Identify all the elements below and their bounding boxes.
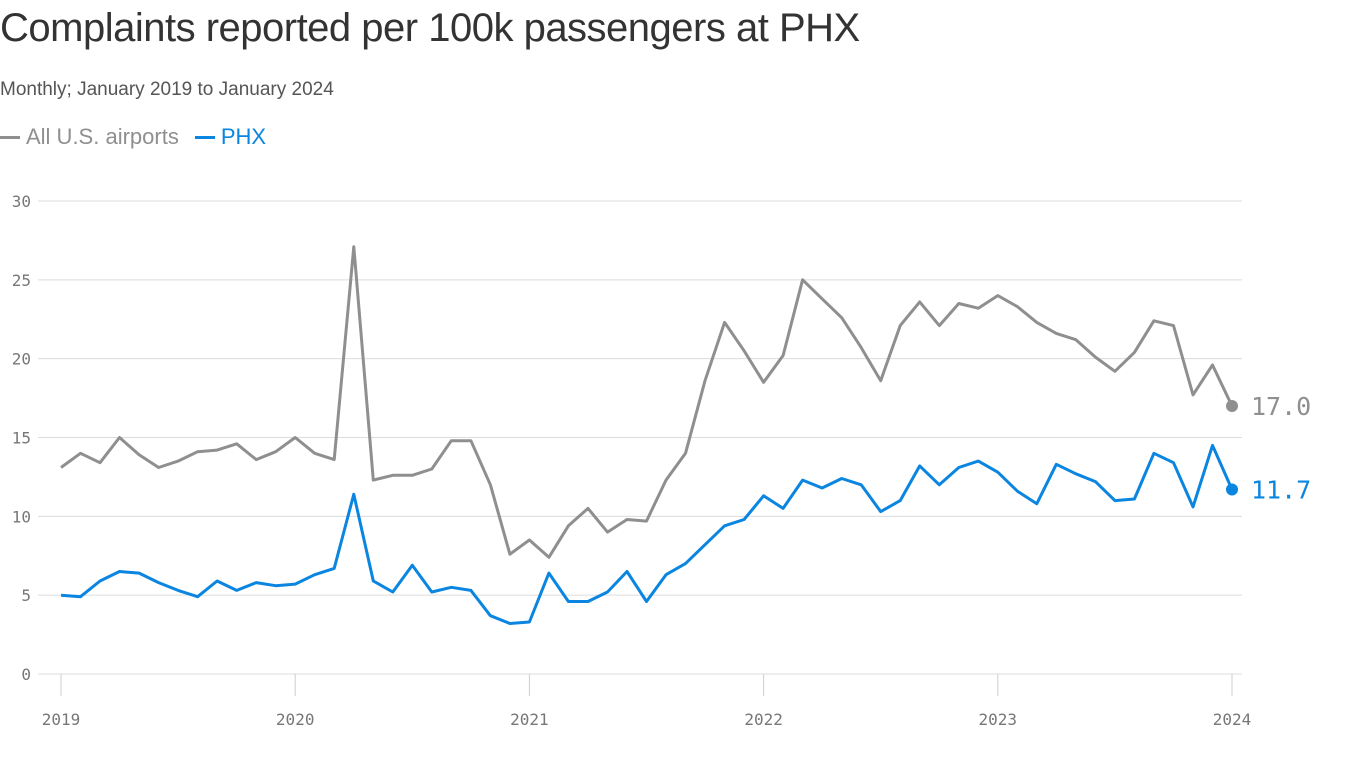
y-tick-label: 0 bbox=[21, 665, 31, 684]
chart-subtitle: Monthly; January 2019 to January 2024 bbox=[0, 79, 334, 100]
x-tick-label: 2021 bbox=[510, 710, 549, 729]
legend-swatch bbox=[0, 135, 20, 139]
y-tick-label: 30 bbox=[12, 192, 31, 211]
legend-item-all-us: All U.S. airports bbox=[0, 124, 179, 150]
end-point bbox=[1226, 483, 1238, 496]
y-tick-label: 5 bbox=[21, 586, 31, 605]
y-tick-label: 25 bbox=[12, 271, 31, 290]
series-line-all-us bbox=[60, 245, 1234, 559]
end-value-label: 17.0 bbox=[1251, 392, 1311, 421]
x-tick-label: 2020 bbox=[276, 710, 315, 729]
y-tick-label: 10 bbox=[12, 507, 31, 526]
legend-label: PHX bbox=[220, 124, 267, 149]
x-tick-label: 2019 bbox=[42, 710, 81, 729]
y-tick-label: 20 bbox=[12, 350, 31, 369]
series-line-phx bbox=[60, 443, 1234, 625]
legend-item-phx: PHX bbox=[194, 124, 267, 150]
end-value-label: 11.7 bbox=[1251, 476, 1311, 505]
legend-label: All U.S. airports bbox=[26, 124, 179, 149]
y-tick-label: 15 bbox=[12, 429, 31, 448]
end-point bbox=[1226, 399, 1238, 412]
legend-swatch bbox=[194, 135, 215, 139]
x-tick-label: 2024 bbox=[1213, 710, 1252, 729]
chart-title: Complaints reported per 100k passengers … bbox=[0, 6, 860, 50]
x-tick-label: 2022 bbox=[744, 710, 783, 729]
legend: All U.S. airports PHX bbox=[0, 124, 266, 150]
x-tick-label: 2023 bbox=[979, 710, 1018, 729]
